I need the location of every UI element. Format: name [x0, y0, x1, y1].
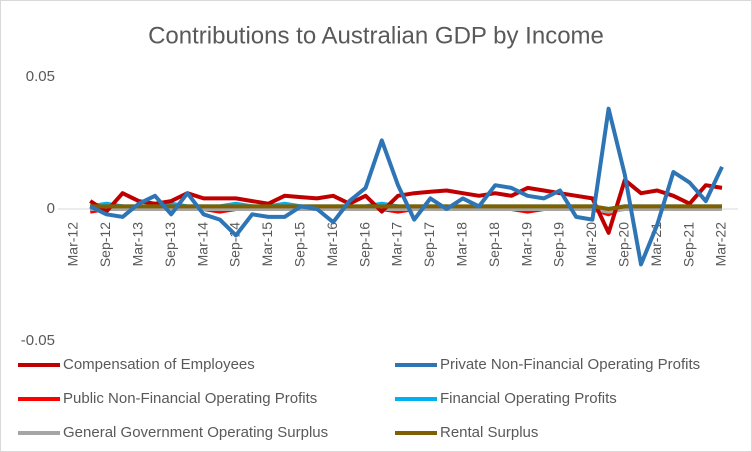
chart-title: Contributions to Australian GDP by Incom… [148, 22, 604, 49]
y-tick-label: -0.05 [21, 332, 55, 349]
x-tick-label: Sep-12 [97, 222, 113, 267]
x-tick-label: Sep-19 [551, 222, 567, 267]
legend-label: Compensation of Employees [63, 356, 255, 373]
x-tick-label: Sep-16 [356, 222, 372, 267]
x-tick-label: Mar-22 [713, 222, 729, 267]
x-tick-label: Sep-13 [162, 222, 178, 267]
legend-label: Rental Surplus [440, 424, 538, 441]
x-tick-label: Sep-20 [616, 222, 632, 267]
x-tick-label: Mar-12 [65, 222, 81, 267]
legend-label: Financial Operating Profits [440, 390, 617, 407]
x-tick-label: Mar-14 [194, 222, 210, 267]
x-tick-label: Mar-18 [454, 222, 470, 267]
legend-label: Private Non-Financial Operating Profits [440, 356, 700, 373]
x-tick-label: Sep-15 [292, 222, 308, 267]
series-line [89, 106, 724, 267]
x-tick-label: Mar-13 [130, 222, 146, 267]
x-tick-label: Mar-15 [259, 222, 275, 267]
x-tick-label: Sep-17 [421, 222, 437, 267]
x-tick-label: Sep-18 [486, 222, 502, 267]
y-tick-label: 0 [47, 200, 55, 217]
legend-label: Public Non-Financial Operating Profits [63, 390, 317, 407]
x-tick-label: Mar-17 [389, 222, 405, 267]
x-tick-label: Mar-16 [324, 222, 340, 267]
x-tick-label: Mar-20 [583, 222, 599, 267]
y-tick-label: 0.05 [26, 68, 55, 85]
x-tick-label: Sep-21 [680, 222, 696, 267]
legend-label: General Government Operating Surplus [63, 424, 328, 441]
x-tick-label: Mar-19 [518, 222, 534, 267]
